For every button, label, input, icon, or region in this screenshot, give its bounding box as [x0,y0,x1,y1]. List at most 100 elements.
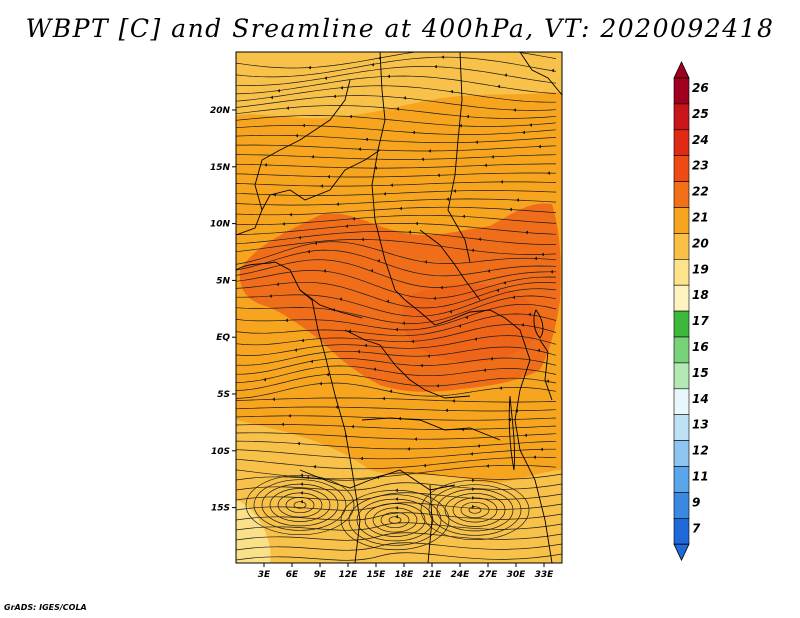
colorbar: 26 25 24 23 22 21 20 19 18 17 16 15 14 13 12 11 9 7 [673,61,709,562]
streamline [236,324,557,346]
streamline-arrow [458,324,461,328]
colorbar-label: 20 [692,236,709,250]
streamline-arrow [529,123,532,127]
colorbar-swatch [673,284,690,312]
country-border [344,329,471,399]
streamline-arrow [421,157,424,162]
streamline-arrow [475,140,478,144]
streamline [236,281,557,309]
streamline-arrow [550,269,553,274]
streamline-arrow [453,189,456,193]
country-border [254,79,351,211]
streamline-arrow [477,444,480,448]
streamline-arrow [437,173,440,178]
streamline-arrow [285,318,288,323]
colorbar-label: 21 [692,211,709,225]
lon-tick-label: 12E [339,570,359,580]
streamline-arrow [395,488,398,493]
streamline-arrow [402,321,405,326]
streamline [236,206,557,216]
country-border [361,417,501,441]
lake-outline [533,309,544,339]
streamline-arrow [294,348,297,352]
streamline-arrow [360,456,363,461]
streamline-arrow [509,207,512,212]
footer-credit: GrADS: IGES/COLA [4,603,87,612]
streamline-arrow [533,455,536,460]
streamline-arrow [491,155,494,159]
streamline-arrow [440,285,443,290]
lat-tick-label: 15S [211,504,230,514]
streamline-arrow [340,86,343,90]
streamline-arrow [269,294,272,298]
streamline [236,239,557,255]
streamline-arrow [386,299,389,304]
colorbar-swatch [673,362,690,390]
colorbar-label: 9 [692,495,700,509]
streamline [236,270,557,299]
streamline [236,440,557,450]
streamline [444,493,506,527]
colorbar-swatch [673,103,690,131]
streamline [236,512,562,521]
lat-tick-label: 20N [210,106,231,116]
streamline-arrow [352,217,355,221]
lake-outline [508,395,515,471]
streamline-arrow [389,389,392,394]
streamline [236,456,557,470]
streamline [236,288,557,317]
streamline-arrow [512,295,515,300]
streamline-arrow [314,241,317,246]
streamline-arrow [276,282,279,287]
streamline [236,397,557,403]
lon-tick-label: 6E [286,570,299,580]
streamline [236,464,557,480]
streamline [285,496,315,514]
colorbar-label: 16 [692,340,709,354]
streamline-arrow [497,84,500,89]
streamline-arrow [483,368,486,373]
streamline-arrow [490,356,493,361]
streamline [340,489,450,551]
streamline-arrow [465,315,468,320]
streamline-arrow [500,180,503,184]
streamline [236,522,562,531]
streamline-arrow [288,414,291,418]
lon-tick-label: 18E [395,570,415,580]
lon-tick-label: 24E [451,570,471,580]
streamline-arrow [471,248,474,253]
streamline [236,295,557,324]
streamline-arrow [414,437,417,441]
colorbar-label: 7 [692,521,701,535]
streamline-arrow [415,221,418,226]
streamline-arrow [541,252,544,257]
colorbar-swatch [673,517,690,545]
streamline-arrow [298,235,301,240]
streamline-arrow [396,107,399,111]
lon-tick-label: 15E [367,570,387,580]
streamline-arrow [270,95,273,100]
streamline [388,516,402,524]
streamline-arrow [450,89,453,94]
streamline [236,85,556,103]
streamline-arrow [528,312,531,317]
country-border [404,299,506,326]
streamline [436,488,514,532]
streamline-arrow [538,144,541,149]
streamline-arrow [351,424,354,429]
streamline-arrow [286,106,289,110]
streamline [269,488,331,522]
streamline-arrow [308,65,311,70]
streamline-arrow [264,163,267,167]
lon-tick-label: 9E [314,570,327,580]
map-frame [235,51,563,564]
streamline-arrow [326,372,329,377]
streamline-arrow [504,73,507,77]
streamline-arrow [472,478,475,483]
streamline-arrow [436,384,439,388]
streamline-arrow [300,482,303,486]
streamline-arrow [333,94,336,99]
streamline-arrow [459,123,462,128]
streamline-arrow [361,237,364,242]
streamline-arrow [524,433,527,438]
